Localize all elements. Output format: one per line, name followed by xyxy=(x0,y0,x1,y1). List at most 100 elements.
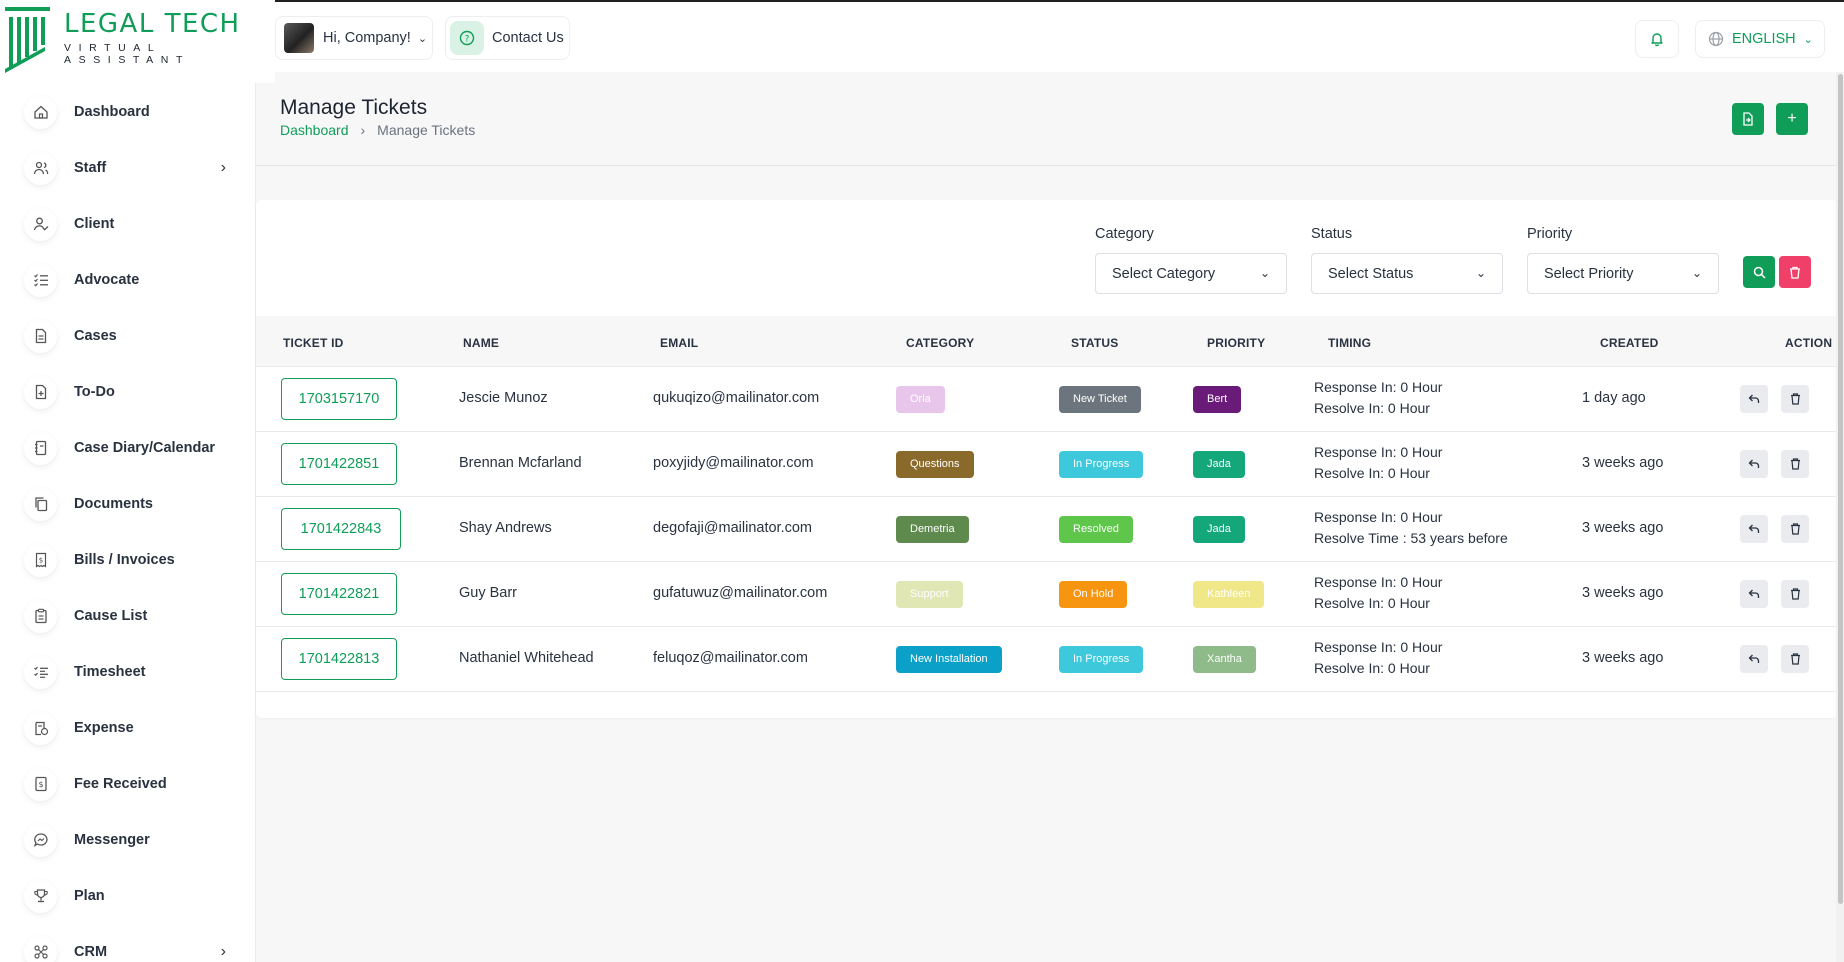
add-ticket-button[interactable]: + xyxy=(1776,103,1808,135)
avatar xyxy=(284,23,314,53)
contact-us-label: Contact Us xyxy=(492,30,564,46)
timing-resolve: Resolve In: 0 Hour xyxy=(1314,594,1430,611)
user-menu-button[interactable]: Hi, Company! ⌄ xyxy=(275,16,433,60)
sidebar-item-cause-list[interactable]: Cause List xyxy=(0,588,256,644)
category-select[interactable]: Select Category ⌄ xyxy=(1095,253,1287,294)
ticket-created: 3 weeks ago xyxy=(1582,454,1664,471)
column-header-timing: TIMING xyxy=(1328,336,1372,350)
sidebar-item-dashboard[interactable]: Dashboard xyxy=(0,84,256,140)
sidebar-item-case-diary-calendar[interactable]: Case Diary/Calendar xyxy=(0,420,256,476)
sidebar-item-label: Dashboard xyxy=(74,104,150,120)
users-icon xyxy=(24,151,57,185)
sidebar-item-timesheet[interactable]: Timesheet xyxy=(0,644,256,700)
sidebar-item-staff[interactable]: Staff › xyxy=(0,140,256,196)
sidebar-item-plan[interactable]: Plan xyxy=(0,868,256,924)
sidebar-item-cases[interactable]: Cases xyxy=(0,308,256,364)
reply-button[interactable] xyxy=(1740,449,1768,478)
ticket-email: feluqoz@mailinator.com xyxy=(653,649,808,666)
timing-response: Response In: 0 Hour xyxy=(1314,378,1443,395)
sidebar-item-client[interactable]: Client xyxy=(0,196,256,252)
sidebar-item-fee-received[interactable]: $ Fee Received xyxy=(0,756,256,812)
trash-icon xyxy=(1790,457,1800,470)
chevron-down-icon: ⌄ xyxy=(417,32,428,45)
timing-resolve: Resolve In: 0 Hour xyxy=(1314,659,1430,676)
table-row xyxy=(256,431,1838,496)
sidebar-item-crm[interactable]: CRM › xyxy=(0,924,256,962)
table-row xyxy=(256,366,1838,431)
delete-button[interactable] xyxy=(1781,514,1809,543)
chevron-right-icon: › xyxy=(220,943,226,960)
status-select[interactable]: Select Status ⌄ xyxy=(1311,253,1503,294)
language-selector[interactable]: ENGLISH ⌄ xyxy=(1695,20,1825,58)
breadcrumb-dashboard-link[interactable]: Dashboard xyxy=(280,122,349,138)
sidebar-item-expense[interactable]: Expense xyxy=(0,700,256,756)
sidebar-item-label: Advocate xyxy=(74,272,140,288)
reply-button[interactable] xyxy=(1740,579,1768,608)
breadcrumb: Dashboard › Manage Tickets xyxy=(280,122,475,138)
sidebar-item-label: Cases xyxy=(74,328,117,344)
invoice-icon: $ xyxy=(24,543,57,577)
topbar: Hi, Company! ⌄ ? Contact Us ENGLISH ⌄ xyxy=(275,0,1844,72)
ticket-timing: Response In: 0 Hour Resolve In: 0 Hour xyxy=(1314,637,1442,679)
sidebar-item-bills-invoices[interactable]: $ Bills / Invoices xyxy=(0,532,256,588)
notifications-button[interactable] xyxy=(1635,20,1679,58)
search-button[interactable] xyxy=(1743,256,1775,288)
user-greeting: Hi, Company! xyxy=(323,30,411,46)
category-badge: Orla xyxy=(896,385,945,413)
svg-text:$: $ xyxy=(38,780,43,789)
delete-button[interactable] xyxy=(1781,384,1809,413)
chevron-down-icon: ⌄ xyxy=(1475,266,1486,280)
delete-button[interactable] xyxy=(1781,579,1809,608)
chevron-down-icon: ⌄ xyxy=(1691,266,1702,280)
sidebar-item-documents[interactable]: Documents xyxy=(0,476,256,532)
priority-filter-label: Priority xyxy=(1527,226,1573,242)
file-export-icon xyxy=(1743,112,1753,126)
sidebar-item-messenger[interactable]: Messenger xyxy=(0,812,256,868)
sidebar-item-label: Client xyxy=(74,216,115,232)
column-header-ticket-id: TICKET ID xyxy=(283,336,344,350)
sidebar-item-label: Fee Received xyxy=(74,776,167,792)
sidebar-item-to-do[interactable]: To-Do xyxy=(0,364,256,420)
chevron-right-icon: › xyxy=(220,159,226,176)
scrollbar-thumb[interactable] xyxy=(1838,74,1843,904)
reply-button[interactable] xyxy=(1740,644,1768,673)
export-button[interactable] xyxy=(1732,103,1764,135)
brand-logo[interactable]: LEGAL TECH VIRTUAL ASSISTANT xyxy=(0,0,275,83)
delete-button[interactable] xyxy=(1781,449,1809,478)
priority-select[interactable]: Select Priority ⌄ xyxy=(1527,253,1719,294)
ticket-id-button[interactable]: 1703157170 xyxy=(281,377,397,420)
ticket-id-button[interactable]: 1701422821 xyxy=(281,572,397,615)
reset-filter-button[interactable] xyxy=(1779,256,1811,288)
sidebar-item-label: Bills / Invoices xyxy=(74,552,175,568)
ticket-email: gufatuwuz@mailinator.com xyxy=(653,584,828,601)
notebook-icon xyxy=(24,431,57,465)
ticket-id-button[interactable]: 1701422813 xyxy=(281,637,397,680)
column-header-created: CREATED xyxy=(1600,336,1659,350)
delete-button[interactable] xyxy=(1781,644,1809,673)
checklist-icon xyxy=(24,655,57,689)
ticket-id-button[interactable]: 1701422843 xyxy=(281,507,401,550)
column-header-status: STATUS xyxy=(1071,336,1119,350)
ticket-name: Brennan Mcfarland xyxy=(459,454,582,471)
contact-us-button[interactable]: ? Contact Us xyxy=(445,16,570,60)
sidebar-item-label: Case Diary/Calendar xyxy=(74,440,216,456)
ticket-id-button[interactable]: 1701422851 xyxy=(281,442,397,485)
svg-text:?: ? xyxy=(465,35,470,45)
sidebar-nav: Dashboard Staff › Client Advocate Cases To-Do C… xyxy=(0,84,256,962)
sidebar-item-label: Documents xyxy=(74,496,153,512)
clipboard-icon xyxy=(24,599,57,633)
ticket-name: Nathaniel Whitehead xyxy=(459,649,594,666)
trash-icon xyxy=(1790,587,1800,600)
help-circle-icon: ? xyxy=(450,21,484,55)
chevron-down-icon: ⌄ xyxy=(1803,33,1813,46)
page-title: Manage Tickets xyxy=(280,96,428,119)
reply-button[interactable] xyxy=(1740,384,1768,413)
reply-button[interactable] xyxy=(1740,514,1768,543)
sidebar-item-advocate[interactable]: Advocate xyxy=(0,252,256,308)
column-header-category: CATEGORY xyxy=(906,336,975,350)
ticket-email: degofaji@mailinator.com xyxy=(653,519,812,536)
copy-icon xyxy=(24,487,57,521)
status-badge: In Progress xyxy=(1059,645,1144,673)
timing-response: Response In: 0 Hour xyxy=(1314,638,1443,655)
sidebar-item-label: Staff xyxy=(74,160,107,176)
